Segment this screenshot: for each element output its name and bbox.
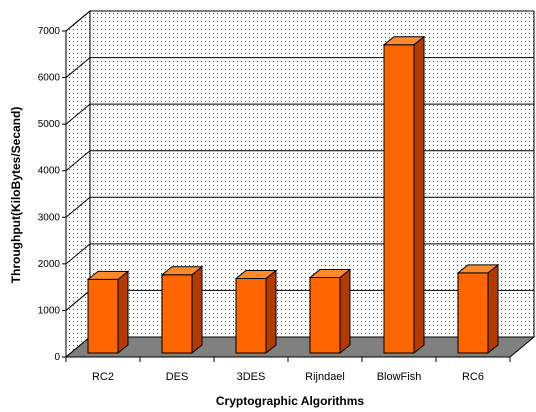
bar-front: [383, 44, 415, 354]
y-tick-label: 5000: [38, 119, 61, 130]
bar-top: [160, 266, 204, 276]
y-tick-label: 3000: [38, 212, 61, 223]
bar-rijndael: [308, 268, 352, 355]
bar-front: [457, 272, 489, 354]
x-tick-label: DES: [166, 371, 189, 383]
bar-top: [86, 270, 130, 280]
bar-top: [382, 36, 426, 46]
x-tick-label: BlowFish: [377, 371, 422, 383]
bar-blowfish: [382, 35, 426, 355]
bar-top: [456, 264, 500, 274]
bar-front: [87, 278, 119, 354]
y-tick-label: 0: [54, 352, 60, 363]
bar-front: [161, 274, 193, 354]
bar-rc6: [456, 263, 500, 355]
side-wall: [65, 9, 91, 359]
x-tick-label: RC6: [462, 371, 484, 383]
y-tick-label: 1000: [38, 305, 61, 316]
bar-rc2: [86, 270, 130, 355]
y-axis-title: Throughput(KiloBytes/Secand): [9, 107, 23, 284]
bar-top: [308, 269, 352, 279]
y-tick-label: 2000: [38, 259, 61, 270]
y-tick-label: 7000: [38, 26, 61, 37]
bar-front: [235, 277, 267, 354]
bar-side: [413, 35, 425, 355]
y-tick-label: 4000: [38, 166, 61, 177]
y-tick-label: 6000: [38, 73, 61, 84]
x-tick-label: 3DES: [237, 371, 266, 383]
gridline: [65, 10, 534, 32]
bar-side: [191, 265, 203, 355]
x-tick-label: Rijndael: [305, 371, 345, 383]
bar-side: [117, 270, 129, 355]
x-tick-label: RC2: [92, 371, 114, 383]
bar-3des: [234, 269, 278, 355]
bar-side: [339, 268, 351, 355]
x-axis-title: Cryptographic Algorithms: [216, 394, 365, 408]
bar-front: [309, 277, 341, 354]
bar-top: [234, 269, 278, 279]
bar-side: [265, 269, 277, 355]
bar-des: [160, 265, 204, 355]
bar-side: [487, 263, 499, 355]
